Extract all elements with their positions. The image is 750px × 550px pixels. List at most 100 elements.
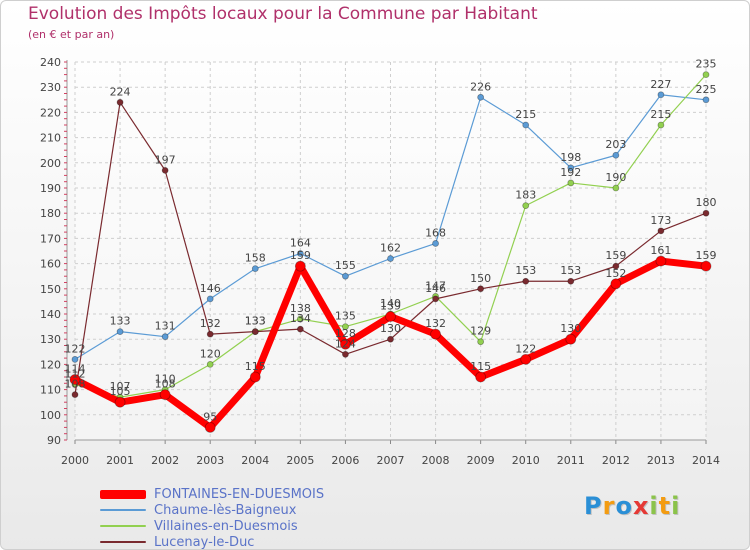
brand-letter: r bbox=[602, 492, 616, 520]
data-point-fontaines-en-duesmois bbox=[114, 396, 126, 408]
x-tick-label: 2013 bbox=[647, 454, 675, 467]
data-label-chaume-l-s-baigneux: 146 bbox=[200, 282, 221, 295]
data-label-chaume-l-s-baigneux: 133 bbox=[110, 315, 131, 328]
data-label-chaume-l-s-baigneux: 131 bbox=[155, 320, 176, 333]
data-point-lucenay-le-duc bbox=[251, 328, 259, 336]
data-label-villaines-en-duesmois: 135 bbox=[335, 310, 356, 323]
data-label-fontaines-en-duesmois: 132 bbox=[425, 317, 446, 330]
y-tick-label: 160 bbox=[40, 258, 61, 271]
data-point-fontaines-en-duesmois bbox=[69, 374, 81, 385]
x-tick-label: 2014 bbox=[692, 454, 720, 467]
x-tick-label: 2007 bbox=[377, 454, 405, 467]
x-tick-label: 2001 bbox=[106, 454, 134, 467]
brand-letter: o bbox=[615, 492, 633, 520]
x-tick-label: 2008 bbox=[422, 454, 450, 467]
y-tick-label: 200 bbox=[40, 157, 61, 170]
data-point-fontaines-en-duesmois bbox=[700, 260, 712, 272]
data-point-villaines-en-duesmois bbox=[657, 121, 665, 129]
data-point-villaines-en-duesmois bbox=[702, 71, 710, 78]
legend-item-lucenay-le-duc: Lucenay-le-Duc bbox=[100, 534, 254, 550]
data-label-chaume-l-s-baigneux: 164 bbox=[290, 237, 311, 250]
data-point-lucenay-le-duc bbox=[477, 285, 485, 293]
x-tick-label: 2005 bbox=[286, 454, 314, 467]
data-point-lucenay-le-duc bbox=[567, 277, 575, 285]
y-tick-label: 150 bbox=[40, 283, 61, 296]
data-label-lucenay-le-duc: 133 bbox=[245, 315, 266, 328]
data-label-lucenay-le-duc: 173 bbox=[650, 214, 671, 227]
y-tick-label: 110 bbox=[40, 384, 61, 397]
data-point-lucenay-le-duc bbox=[71, 391, 79, 399]
data-label-chaume-l-s-baigneux: 198 bbox=[560, 151, 581, 164]
data-point-chaume-l-s-baigneux bbox=[296, 250, 304, 257]
data-point-fontaines-en-duesmois bbox=[294, 260, 306, 272]
data-point-chaume-l-s-baigneux bbox=[432, 240, 439, 247]
data-point-lucenay-le-duc bbox=[702, 209, 710, 217]
data-point-lucenay-le-duc bbox=[432, 295, 439, 303]
legend-label: Lucenay-le-Duc bbox=[154, 534, 255, 550]
brand-letter: t bbox=[658, 492, 672, 520]
data-point-fontaines-en-duesmois bbox=[249, 371, 261, 383]
x-tick-label: 2011 bbox=[557, 454, 585, 467]
data-point-lucenay-le-duc bbox=[296, 325, 304, 333]
x-tick-label: 2010 bbox=[512, 454, 540, 467]
data-point-fontaines-en-duesmois bbox=[430, 328, 441, 340]
data-label-fontaines-en-duesmois: 122 bbox=[515, 342, 536, 355]
data-point-lucenay-le-duc bbox=[522, 277, 530, 285]
data-label-lucenay-le-duc: 153 bbox=[515, 264, 536, 277]
data-label-lucenay-le-duc: 124 bbox=[335, 337, 356, 350]
legend-swatch bbox=[100, 525, 146, 527]
x-tick-label: 2009 bbox=[467, 454, 495, 467]
data-point-villaines-en-duesmois bbox=[477, 338, 485, 346]
data-label-villaines-en-duesmois: 120 bbox=[200, 347, 221, 360]
y-tick-label: 240 bbox=[40, 56, 61, 69]
data-point-lucenay-le-duc bbox=[116, 98, 124, 106]
y-tick-label: 230 bbox=[40, 81, 61, 94]
data-label-villaines-en-duesmois: 138 bbox=[290, 302, 311, 315]
y-tick-label: 120 bbox=[40, 358, 61, 371]
data-label-fontaines-en-duesmois: 115 bbox=[245, 360, 266, 373]
x-tick-label: 2004 bbox=[241, 454, 269, 467]
data-point-villaines-en-duesmois bbox=[342, 323, 349, 331]
data-label-fontaines-en-duesmois: 105 bbox=[110, 385, 131, 398]
data-label-villaines-en-duesmois: 129 bbox=[470, 325, 491, 338]
data-label-chaume-l-s-baigneux: 122 bbox=[65, 342, 86, 355]
legend-label: Villaines-en-Duesmois bbox=[154, 518, 298, 534]
data-point-chaume-l-s-baigneux bbox=[477, 93, 485, 101]
data-label-lucenay-le-duc: 146 bbox=[425, 282, 446, 295]
y-tick-label: 210 bbox=[40, 132, 61, 145]
brand-letter: P bbox=[584, 492, 603, 520]
y-tick-label: 90 bbox=[47, 434, 61, 447]
data-point-fontaines-en-duesmois bbox=[159, 389, 171, 401]
data-label-lucenay-le-duc: 159 bbox=[605, 249, 626, 262]
legend-item-chaume-l-s-baigneux: Chaume-lès-Baigneux bbox=[100, 502, 296, 518]
data-point-chaume-l-s-baigneux bbox=[251, 265, 259, 273]
y-tick-label: 130 bbox=[40, 333, 61, 346]
data-label-chaume-l-s-baigneux: 203 bbox=[605, 138, 626, 151]
data-point-chaume-l-s-baigneux bbox=[161, 333, 169, 341]
data-label-villaines-en-duesmois: 133 bbox=[245, 315, 266, 328]
data-label-lucenay-le-duc: 150 bbox=[470, 272, 491, 285]
data-point-chaume-l-s-baigneux bbox=[657, 91, 665, 99]
brand-letter: i bbox=[649, 492, 659, 520]
x-tick-label: 2012 bbox=[602, 454, 630, 467]
data-label-fontaines-en-duesmois: 139 bbox=[380, 300, 401, 313]
data-point-lucenay-le-duc bbox=[657, 227, 665, 235]
data-label-lucenay-le-duc: 224 bbox=[110, 85, 131, 98]
data-point-chaume-l-s-baigneux bbox=[702, 96, 710, 104]
legend-swatch bbox=[100, 509, 146, 511]
y-tick-label: 190 bbox=[40, 182, 61, 195]
data-point-villaines-en-duesmois bbox=[296, 315, 304, 323]
data-point-fontaines-en-duesmois bbox=[655, 255, 667, 267]
x-tick-label: 2003 bbox=[196, 454, 224, 467]
data-point-chaume-l-s-baigneux bbox=[612, 151, 620, 159]
data-label-chaume-l-s-baigneux: 162 bbox=[380, 242, 401, 255]
data-label-chaume-l-s-baigneux: 168 bbox=[425, 226, 446, 239]
chart-subtitle: (en € et par an) bbox=[28, 28, 115, 41]
y-tick-label: 140 bbox=[40, 308, 61, 321]
data-label-lucenay-le-duc: 108 bbox=[65, 378, 86, 391]
data-point-villaines-en-duesmois bbox=[567, 179, 575, 187]
data-label-fontaines-en-duesmois: 114 bbox=[65, 363, 86, 376]
data-point-fontaines-en-duesmois bbox=[565, 333, 577, 345]
